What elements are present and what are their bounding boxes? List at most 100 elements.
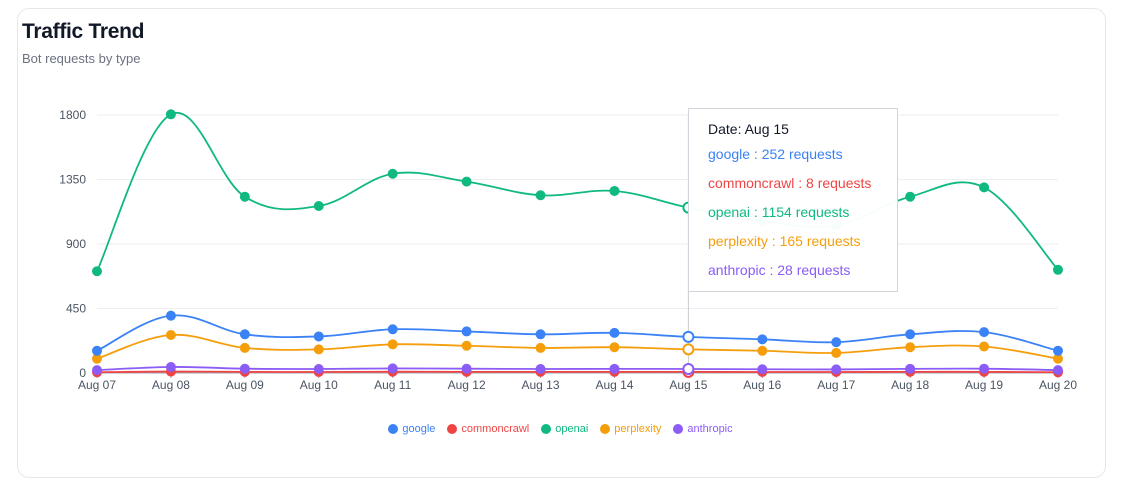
data-point-openai bbox=[239, 191, 250, 202]
data-point-anthropic bbox=[609, 363, 620, 374]
data-point-openai bbox=[535, 190, 546, 201]
tooltip-row-openai: openai : 1154 requests bbox=[708, 204, 850, 220]
data-point-perplexity bbox=[757, 345, 768, 356]
data-point-google bbox=[387, 324, 398, 335]
legend-item-anthropic[interactable]: anthropic bbox=[673, 423, 733, 435]
x-tick-label: Aug 17 bbox=[817, 378, 855, 392]
legend-label: perplexity bbox=[614, 423, 662, 435]
x-tick-label: Aug 13 bbox=[522, 378, 560, 392]
x-tick-label: Aug 09 bbox=[226, 378, 264, 392]
data-point-anthropic bbox=[387, 363, 398, 374]
chart-title: Traffic Trend bbox=[22, 20, 145, 43]
y-tick-label: 1800 bbox=[59, 108, 86, 122]
legend-item-google[interactable]: google bbox=[388, 423, 435, 435]
y-tick-label: 1350 bbox=[59, 173, 86, 187]
legend-dot-icon bbox=[447, 424, 458, 434]
data-point-openai bbox=[387, 168, 398, 179]
series-line-commoncrawl bbox=[96, 370, 1059, 374]
data-point-openai bbox=[905, 191, 916, 202]
data-point-anthropic bbox=[165, 361, 176, 372]
tooltip-row-google: google : 252 requests bbox=[708, 146, 843, 162]
data-point-anthropic bbox=[239, 363, 250, 374]
data-point-google bbox=[461, 326, 472, 337]
data-point-perplexity bbox=[979, 341, 990, 352]
data-point-anthropic bbox=[1053, 365, 1063, 376]
chart-legend: google commoncrawl openai perplexity anthrop… bbox=[0, 423, 1121, 435]
data-point-google bbox=[609, 327, 620, 338]
data-point-perplexity bbox=[609, 342, 620, 353]
data-point-openai bbox=[165, 109, 176, 120]
data-point-google bbox=[682, 330, 695, 343]
y-tick-label: 0 bbox=[79, 366, 86, 380]
data-point-anthropic bbox=[682, 362, 695, 375]
tooltip-row-perplexity: perplexity : 165 requests bbox=[708, 233, 861, 249]
data-point-openai bbox=[313, 201, 324, 212]
series-line-anthropic bbox=[96, 366, 1059, 372]
tooltip-date: Date: Aug 15 bbox=[708, 121, 789, 137]
data-point-anthropic bbox=[461, 363, 472, 374]
x-tick-label: Aug 20 bbox=[1039, 378, 1077, 392]
data-point-google bbox=[831, 337, 842, 348]
data-point-openai bbox=[461, 176, 472, 187]
data-point-perplexity bbox=[165, 330, 176, 341]
data-point-google bbox=[92, 345, 102, 356]
chart-subtitle: Bot requests by type bbox=[22, 51, 141, 66]
legend-label: google bbox=[402, 423, 436, 435]
legend-dot-icon bbox=[600, 424, 611, 434]
data-point-google bbox=[757, 334, 768, 345]
x-tick-label: Aug 11 bbox=[374, 378, 411, 392]
traffic-trend-card bbox=[17, 8, 1106, 478]
series-line-perplexity bbox=[96, 333, 1059, 360]
data-point-openai bbox=[609, 185, 620, 196]
legend-item-commoncrawl[interactable]: commoncrawl bbox=[447, 423, 529, 435]
data-point-google bbox=[535, 329, 546, 340]
data-point-anthropic bbox=[757, 364, 768, 375]
data-point-google bbox=[905, 329, 916, 340]
data-point-perplexity bbox=[682, 343, 695, 356]
data-point-google bbox=[239, 329, 250, 340]
y-tick-label: 450 bbox=[66, 302, 86, 316]
legend-label: anthropic bbox=[687, 423, 733, 435]
data-point-openai bbox=[92, 266, 102, 277]
x-tick-label: Aug 16 bbox=[743, 378, 781, 392]
data-point-openai bbox=[1053, 264, 1063, 275]
data-point-google bbox=[979, 327, 990, 338]
legend-label: commoncrawl bbox=[461, 423, 530, 435]
data-point-perplexity bbox=[905, 342, 916, 353]
legend-dot-icon bbox=[541, 424, 552, 434]
data-point-anthropic bbox=[979, 363, 990, 374]
tooltip-row-commoncrawl: commoncrawl : 8 requests bbox=[708, 175, 872, 191]
tooltip-row-anthropic: anthropic : 28 requests bbox=[708, 262, 851, 278]
legend-dot-icon bbox=[388, 424, 399, 434]
data-point-anthropic bbox=[313, 363, 324, 374]
x-tick-label: Aug 07 bbox=[78, 378, 116, 392]
x-tick-label: Aug 19 bbox=[965, 378, 1003, 392]
data-point-perplexity bbox=[461, 340, 472, 351]
legend-item-openai[interactable]: openai bbox=[541, 423, 588, 435]
legend-label: openai bbox=[555, 423, 589, 435]
x-tick-label: Aug 15 bbox=[669, 378, 707, 392]
x-tick-label: Aug 10 bbox=[300, 378, 338, 392]
data-point-perplexity bbox=[831, 347, 842, 358]
x-tick-label: Aug 14 bbox=[595, 378, 633, 392]
x-tick-label: Aug 12 bbox=[448, 378, 486, 392]
data-point-perplexity bbox=[313, 344, 324, 355]
data-point-perplexity bbox=[535, 342, 546, 353]
data-point-google bbox=[313, 331, 324, 342]
legend-item-perplexity[interactable]: perplexity bbox=[600, 423, 661, 435]
data-point-openai bbox=[979, 182, 990, 193]
data-point-google bbox=[165, 310, 176, 321]
y-tick-label: 900 bbox=[66, 237, 86, 251]
data-point-anthropic bbox=[92, 365, 102, 376]
x-tick-label: Aug 08 bbox=[152, 378, 190, 392]
series-line-openai bbox=[96, 111, 1059, 272]
data-point-anthropic bbox=[905, 363, 916, 374]
x-tick-label: Aug 18 bbox=[891, 378, 929, 392]
data-point-perplexity bbox=[387, 339, 398, 350]
data-point-perplexity bbox=[239, 342, 250, 353]
data-point-anthropic bbox=[535, 363, 546, 374]
data-point-anthropic bbox=[831, 364, 842, 375]
chart-tooltip: Date: Aug 15 google : 252 requests commo… bbox=[688, 108, 898, 292]
data-point-google bbox=[1053, 345, 1063, 356]
